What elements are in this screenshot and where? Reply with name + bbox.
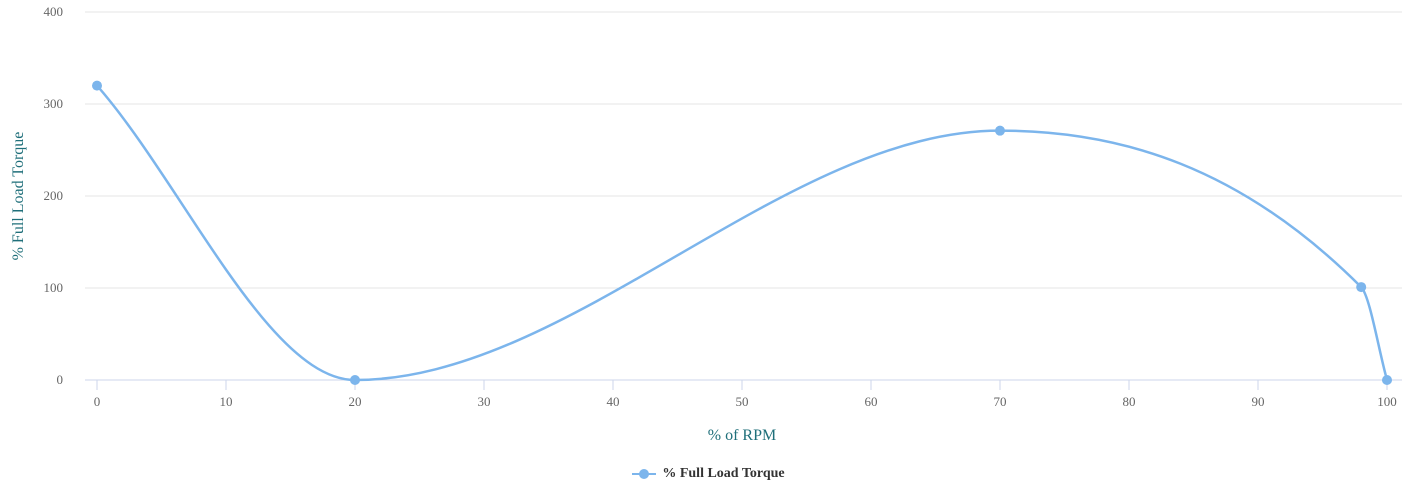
data-point-0-0[interactable] [92, 80, 102, 91]
x-tick-label-40: 40 [607, 394, 620, 409]
series-lines [95, 84, 1389, 382]
x-tick-label-90: 90 [1252, 394, 1265, 409]
data-point-0-3[interactable] [1356, 282, 1367, 293]
x-tick-label-100: 100 [1377, 394, 1397, 409]
x-axis-ticks: 0 10 20 30 40 50 60 70 80 90 100 [94, 380, 1397, 409]
legend-label: % Full Load Torque [662, 466, 785, 481]
grid-lines [85, 11, 1402, 289]
x-tick-label-20: 20 [349, 394, 362, 409]
y-axis-title: % Full Load Torque [10, 132, 27, 261]
x-tick-label-0: 0 [94, 394, 101, 409]
data-point-0-4[interactable] [1382, 375, 1392, 385]
legend-series-marker-icon [632, 468, 657, 480]
series-line-0 [95, 84, 1389, 382]
x-axis-title: % of RPM [708, 427, 776, 444]
y-tick-label-400: 400 [44, 4, 64, 19]
torque-chart: 0 100 200 300 400 0 10 20 30 40 50 60 70 80 90 100 % o… [10, 4, 1402, 444]
y-tick-label-200: 200 [44, 188, 64, 203]
x-tick-label-30: 30 [478, 394, 491, 409]
y-tick-label-300: 300 [44, 96, 64, 111]
y-tick-label-0: 0 [57, 372, 64, 387]
x-tick-label-10: 10 [220, 394, 233, 409]
data-point-0-2[interactable] [995, 125, 1005, 136]
x-tick-label-80: 80 [1123, 394, 1136, 409]
x-tick-label-50: 50 [736, 394, 749, 409]
x-tick-label-60: 60 [865, 394, 878, 409]
legend: % Full Load Torque [0, 466, 1417, 485]
y-axis-ticks: 0 100 200 300 400 [44, 4, 64, 387]
data-point-0-1[interactable] [350, 375, 360, 385]
legend-item-series-0[interactable]: % Full Load Torque [632, 466, 785, 482]
y-tick-label-100: 100 [44, 280, 64, 295]
x-tick-label-70: 70 [994, 394, 1007, 409]
series-points[interactable] [92, 80, 1392, 385]
